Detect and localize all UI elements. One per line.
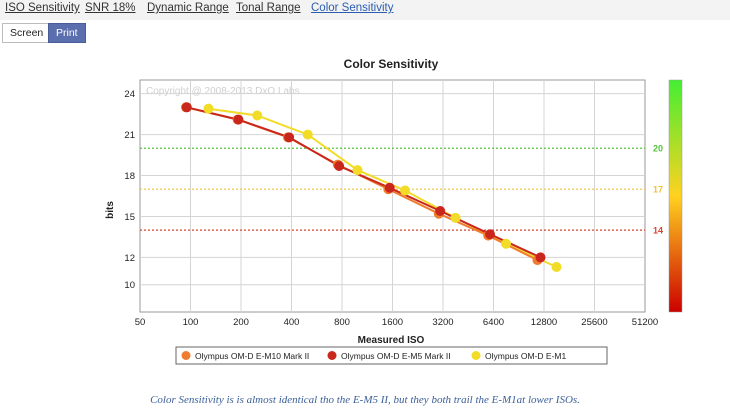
- reference-line-label: 17: [653, 185, 663, 195]
- screen-button[interactable]: Screen: [2, 23, 52, 43]
- data-point: [233, 114, 244, 125]
- data-point: [252, 110, 263, 121]
- data-point: [535, 252, 546, 263]
- color-scale-bar: [668, 79, 683, 313]
- legend-marker: [471, 351, 481, 360]
- x-tick-label: 12800: [531, 317, 557, 328]
- tick-labels: 50 100 200 400 800 1600 3200 6400 12800 25600 5120…: [124, 89, 658, 328]
- data-point: [302, 129, 313, 140]
- x-tick-label: 800: [334, 317, 350, 328]
- data-point: [384, 182, 395, 193]
- tab-color-sensitivity[interactable]: Color Sensitivity: [311, 2, 394, 14]
- x-tick-label: 400: [284, 317, 300, 328]
- chart-watermark: Copyright @ 2008-2013 DxO Labs: [146, 86, 300, 97]
- y-tick-label: 12: [124, 253, 135, 264]
- data-point: [485, 229, 496, 240]
- print-button[interactable]: Print: [48, 23, 86, 43]
- data-point: [181, 102, 192, 113]
- data-point: [551, 261, 562, 272]
- y-tick-label: 18: [124, 171, 135, 182]
- tab-snr-18[interactable]: SNR 18%: [85, 2, 136, 14]
- tab-iso-sensitivity[interactable]: ISO Sensitivity: [5, 2, 80, 14]
- series: [180, 102, 562, 272]
- series-line: [186, 106, 541, 259]
- x-tick-label: 200: [233, 317, 249, 328]
- reference-lines: 20 17 14: [140, 144, 663, 236]
- data-point: [501, 238, 512, 249]
- data-point: [203, 103, 214, 114]
- tab-tonal-range[interactable]: Tonal Range: [236, 2, 301, 14]
- reference-line-label: 20: [653, 144, 663, 154]
- data-point: [284, 132, 295, 143]
- legend-box: [175, 346, 608, 365]
- legend-label: Olympus OM-D E-M1: [485, 351, 567, 361]
- x-tick-label: 25600: [581, 317, 607, 328]
- x-tick-label: 3200: [432, 317, 453, 328]
- data-point: [450, 212, 461, 223]
- legend-marker: [181, 351, 191, 360]
- data-point: [352, 165, 363, 176]
- legend: Olympus OM-D E-M10 Mark II Olympus OM-D E…: [181, 351, 567, 361]
- x-tick-label: 50: [135, 317, 146, 328]
- data-point: [334, 160, 345, 171]
- chart-title: Color Sensitivity: [344, 57, 439, 71]
- legend-marker: [327, 351, 337, 360]
- tab-dynamic-range[interactable]: Dynamic Range: [147, 2, 229, 14]
- x-tick-label: 1600: [382, 317, 403, 328]
- y-tick-label: 15: [124, 212, 135, 223]
- x-tick-label: 51200: [632, 317, 658, 328]
- x-axis-label: Measured ISO: [358, 335, 425, 346]
- nav-tabs: ISO Sensitivity SNR 18% Dynamic Range To…: [0, 0, 730, 20]
- y-tick-label: 10: [124, 280, 135, 291]
- chart-caption: Color Sensitivity is is almost identical…: [150, 394, 580, 406]
- legend-label: Olympus OM-D E-M5 Mark II: [341, 351, 451, 361]
- x-tick-label: 100: [183, 317, 199, 328]
- grid: [140, 80, 645, 312]
- color-sensitivity-chart: Color Sensitivity Copyright @ 2008-2013 …: [105, 57, 683, 365]
- x-tick-label: 6400: [483, 317, 504, 328]
- y-tick-label: 24: [124, 89, 135, 100]
- legend-label: Olympus OM-D E-M10 Mark II: [195, 351, 309, 361]
- data-point: [400, 185, 411, 196]
- y-axis-label: bits: [105, 201, 116, 219]
- reference-line-label: 14: [653, 226, 663, 236]
- y-tick-label: 21: [124, 130, 135, 141]
- data-point: [435, 206, 446, 217]
